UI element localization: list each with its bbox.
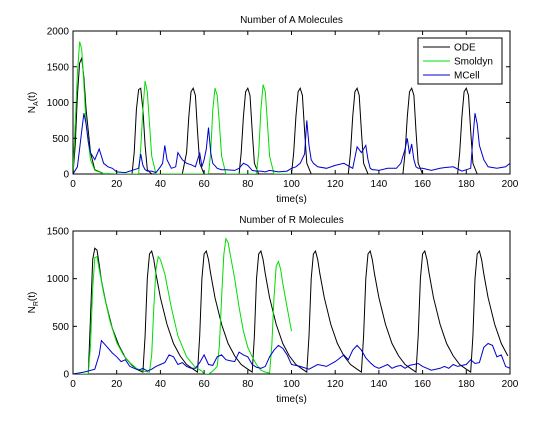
- y-tick-label: 0: [63, 370, 69, 381]
- y-tick-label: 500: [52, 134, 69, 145]
- x-tick-label: 160: [414, 179, 431, 190]
- x-tick-label: 40: [155, 179, 167, 190]
- panel-2: 0 20 40 60 80 100 120 140 160 180 200 0 500 1000 1500 N…: [27, 215, 519, 405]
- x-tick-label: 140: [371, 379, 388, 390]
- x-tick-label: 40: [155, 379, 167, 390]
- x-tick-label: 180: [458, 379, 475, 390]
- x-tick-label: 120: [327, 379, 344, 390]
- legend-label-smoldyn: Smoldyn: [454, 57, 493, 68]
- y-tick-label: 1000: [47, 98, 70, 109]
- y-tick-label: 1500: [47, 62, 70, 73]
- y-label-tail: (t): [27, 292, 38, 301]
- x-tick-label: 200: [502, 379, 519, 390]
- x-tick-label: 160: [414, 379, 431, 390]
- x-tick-label: 100: [283, 179, 300, 190]
- x-tick-label: 80: [242, 379, 254, 390]
- series-line-mcell: [73, 339, 510, 374]
- axes-box: [72, 230, 511, 375]
- y-label-tail: (t): [27, 92, 38, 101]
- y-label-main: N: [27, 306, 38, 313]
- y-axis-label: NA(t): [27, 92, 40, 113]
- x-tick-label: 60: [199, 179, 211, 190]
- chart-title: Number of A Molecules: [240, 15, 343, 26]
- x-axis-label: time(s): [276, 194, 307, 205]
- x-tick-label: 20: [111, 179, 123, 190]
- x-tick-label: 200: [502, 179, 519, 190]
- x-tick-label: 20: [111, 379, 123, 390]
- legend-label-mcell: MCell: [454, 71, 480, 82]
- series-line-smoldyn: [73, 41, 292, 174]
- x-tick-label: 0: [70, 379, 76, 390]
- y-tick-label: 500: [52, 322, 69, 333]
- x-tick-label: 100: [283, 379, 300, 390]
- y-axis-label: NR(t): [27, 292, 40, 314]
- legend: ODE Smoldyn MCell: [417, 37, 503, 85]
- y-tick-label: 1500: [47, 227, 70, 238]
- series-line-smoldyn: [73, 237, 292, 374]
- x-tick-label: 180: [458, 179, 475, 190]
- x-tick-label: 120: [327, 179, 344, 190]
- x-tick-label: 60: [199, 379, 211, 390]
- series-group: [73, 41, 510, 174]
- x-tick-label: 0: [70, 179, 76, 190]
- series-line-mcell: [73, 113, 510, 174]
- legend-label-ode: ODE: [454, 43, 476, 54]
- y-label-subscript: R: [33, 301, 40, 306]
- x-tick-label: 140: [371, 179, 388, 190]
- series-group: [73, 237, 510, 374]
- chart-title: Number of R Molecules: [239, 215, 343, 226]
- y-tick-label: 0: [63, 170, 69, 181]
- series-line-ode: [73, 56, 510, 174]
- y-tick-label: 2000: [47, 27, 70, 38]
- y-tick-label: 1000: [47, 274, 70, 285]
- y-label-main: N: [27, 106, 38, 113]
- x-axis-label: time(s): [276, 394, 307, 405]
- series-line-ode: [73, 247, 509, 374]
- x-tick-label: 80: [242, 179, 254, 190]
- panel-1: 0 20 40 60 80 100 120 140 160 180 2000500100015002…: [27, 15, 519, 205]
- y-label-subscript: A: [33, 101, 40, 106]
